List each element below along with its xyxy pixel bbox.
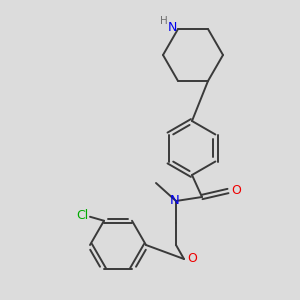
Text: N: N <box>167 20 177 34</box>
Text: Cl: Cl <box>76 209 88 222</box>
Text: N: N <box>170 194 180 206</box>
Text: O: O <box>231 184 241 197</box>
Text: H: H <box>160 16 168 26</box>
Text: O: O <box>187 253 197 266</box>
